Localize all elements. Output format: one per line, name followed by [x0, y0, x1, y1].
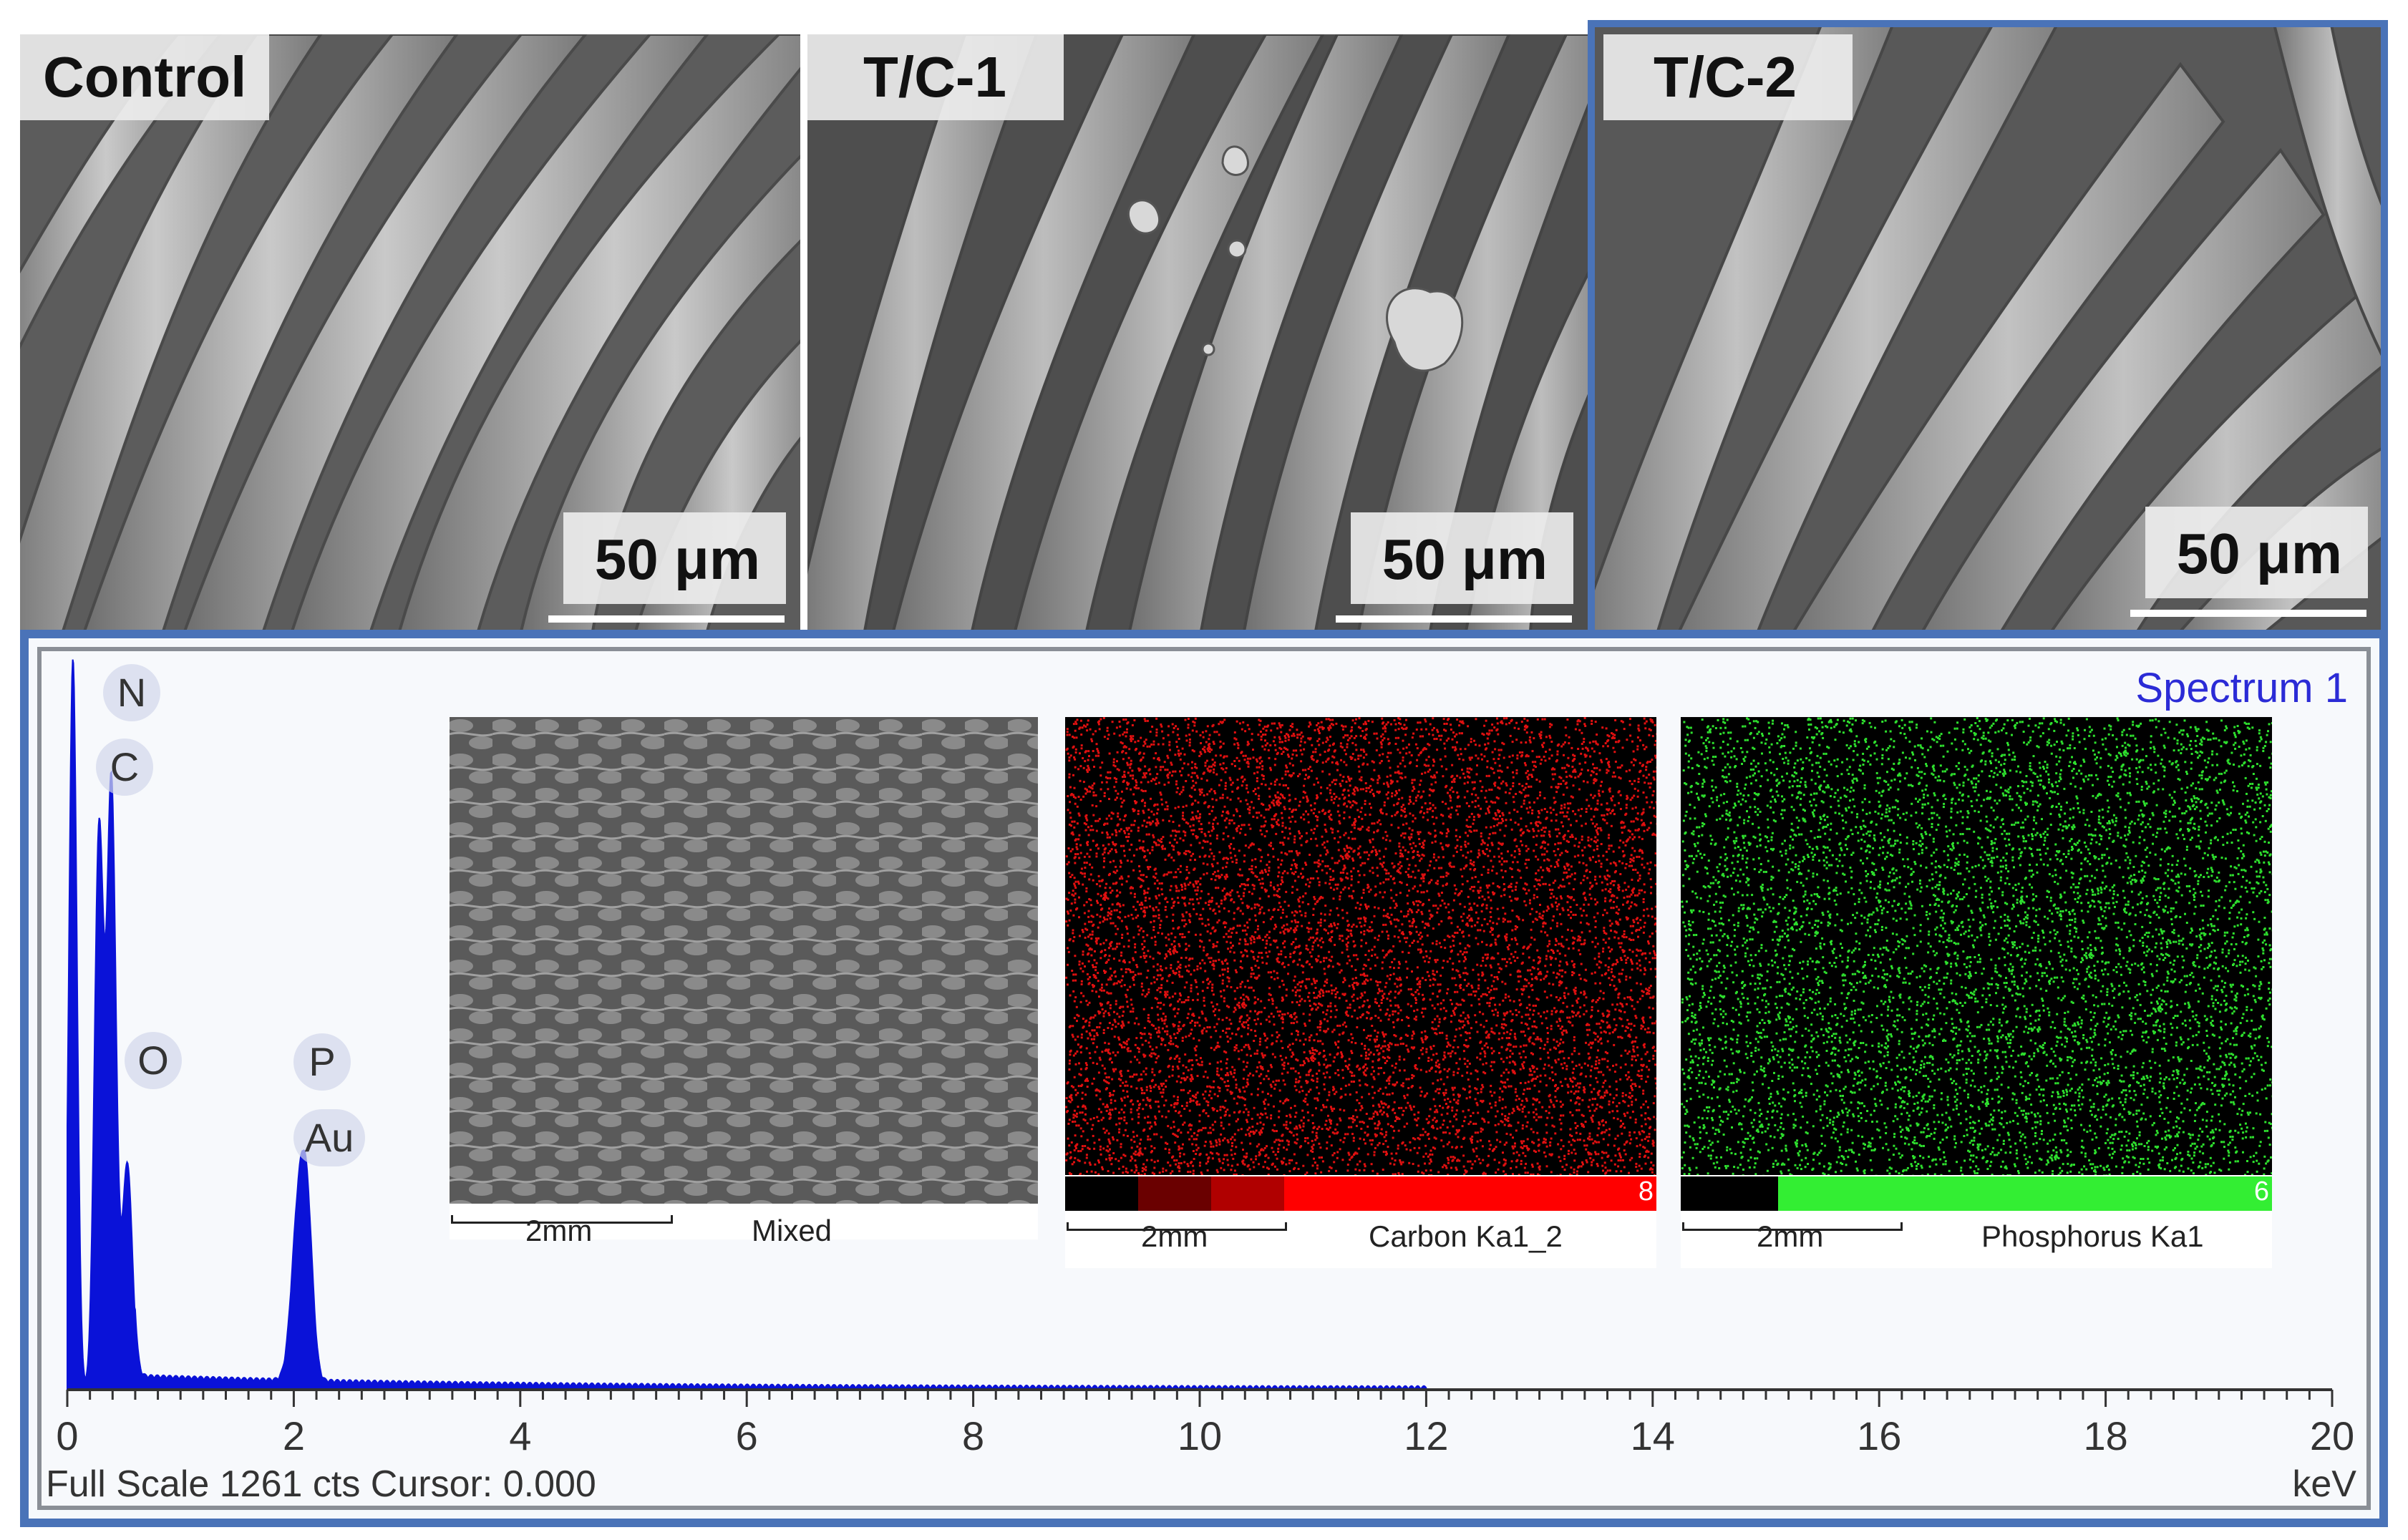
map-scale-bar [1682, 1222, 1903, 1231]
x-tick-label: 6 [736, 1413, 758, 1458]
sem-image-tc2: T/C-2 50 μm [1593, 21, 2388, 631]
map-scale-label: 2mm [1141, 1219, 1208, 1253]
eds-plot-area: 0 2 4 6 8 10 12 14 16 18 20 Spectrum 1 N C O P Au [37, 647, 2371, 1510]
carbon-map-image [1065, 717, 1656, 1175]
map-carbon: 8 2mm Carbon Ka1_2 [1065, 717, 1656, 1268]
x-tick-label: 8 [962, 1413, 984, 1458]
x-tick-label: 20 [2310, 1413, 2354, 1458]
mixed-sem-image [450, 717, 1038, 1204]
spectrum-footer: Full Scale 1261 cts Cursor: 0.000 [46, 1463, 596, 1505]
map-caption: Phosphorus Ka1 [1981, 1219, 2204, 1253]
x-axis-unit: keV [2292, 1463, 2356, 1505]
spectrum-line [67, 659, 1427, 1391]
x-tick-label: 2 [283, 1413, 305, 1458]
map-scale-bar [1067, 1222, 1287, 1231]
scale-label: 50 μm [563, 512, 786, 604]
map-phosphorus: 6 2mm Phosphorus Ka1 [1681, 717, 2272, 1268]
map-caption: Carbon Ka1_2 [1369, 1219, 1563, 1253]
panel-label: T/C-1 [807, 34, 1064, 120]
panel-label: T/C-2 [1603, 34, 1853, 120]
x-tick-label: 18 [2083, 1413, 2127, 1458]
x-tick-label: 16 [1857, 1413, 1901, 1458]
map-caption: Mixed [752, 1214, 832, 1247]
spectrum-plot: 0 2 4 6 8 10 12 14 16 18 20 [56, 659, 2354, 1458]
color-scale-max: 6 [2253, 1176, 2269, 1207]
scale-bar [2130, 610, 2366, 617]
peak-label-o: O [125, 1032, 182, 1089]
peak-label-n: N [103, 664, 160, 721]
x-tick-label: 4 [509, 1413, 531, 1458]
map-mixed: 2mm Mixed [450, 717, 1038, 1247]
peak-label-au: Au [293, 1109, 365, 1166]
scale-label: 50 μm [1350, 512, 1573, 604]
x-tick-label: 12 [1404, 1413, 1448, 1458]
map-scale-label: 2mm [1757, 1219, 1824, 1253]
sem-image-control: Control 50 μm [20, 34, 800, 631]
map-scale-label: 2mm [525, 1214, 593, 1247]
carbon-color-scale [1065, 1176, 1656, 1211]
selected-panel-frame [1588, 20, 2388, 637]
phosphorus-map-image [1681, 717, 2272, 1175]
map-scale-bar [451, 1215, 673, 1224]
x-tick-label: 0 [56, 1413, 78, 1458]
spectrum-title: Spectrum 1 [2135, 665, 2348, 711]
fiber-texture [1593, 21, 2388, 631]
eds-panel: 0 2 4 6 8 10 12 14 16 18 20 Spectrum 1 N C O P Au [20, 630, 2388, 1527]
peak-label-p: P [293, 1033, 351, 1091]
scale-bar [1336, 615, 1572, 623]
x-tick-label: 14 [1631, 1413, 1675, 1458]
phosphorus-color-scale [1681, 1176, 2272, 1211]
peak-label-c: C [96, 739, 153, 796]
color-scale-max: 8 [1638, 1176, 1654, 1207]
x-tick-label: 10 [1178, 1413, 1222, 1458]
fiber-texture [807, 34, 1588, 631]
sem-image-tc1: T/C-1 50 μm [807, 34, 1588, 631]
scale-bar [548, 615, 785, 623]
scale-label: 50 μm [2145, 507, 2368, 598]
panel-label: Control [20, 34, 270, 120]
